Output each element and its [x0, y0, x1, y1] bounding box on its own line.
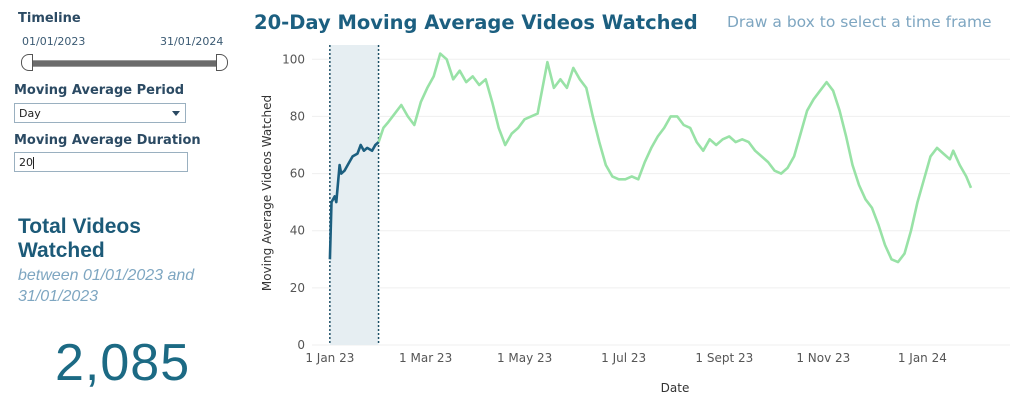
x-tick-label: 1 May 23 — [497, 351, 552, 365]
x-tick-labels: 1 Jan 23 1 Mar 23 1 May 23 1 Jul 23 1 Sept 2… — [305, 351, 947, 365]
period-select[interactable]: Day — [14, 103, 186, 123]
timeline-slider-fill — [27, 61, 222, 66]
chevron-down-icon — [172, 111, 180, 116]
timeline-start-date: 01/01/2023 — [22, 35, 86, 48]
timeline-label: Timeline — [18, 11, 81, 26]
y-tick-label: 40 — [290, 224, 305, 238]
period-label: Moving Average Period — [14, 83, 185, 98]
selection-hint: Draw a box to select a time frame — [727, 13, 992, 31]
total-title: Total Videos Watched — [18, 215, 141, 262]
x-tick-label: 1 Jan 23 — [305, 351, 354, 365]
x-tick-label: 1 Jan 24 — [898, 351, 947, 365]
series-line-unselected — [377, 52, 973, 264]
x-tick-label: 1 Mar 23 — [399, 351, 452, 365]
timeline-start-handle[interactable] — [21, 54, 33, 71]
y-tick-labels: 0 20 40 60 80 100 — [282, 52, 305, 352]
grid-lines — [312, 58, 1010, 346]
total-value: 2,085 — [55, 334, 191, 392]
y-tick-label: 80 — [290, 109, 305, 123]
x-tick-label: 1 Sept 23 — [695, 351, 753, 365]
x-tick-label: 1 Nov 23 — [796, 351, 850, 365]
text-cursor — [33, 157, 34, 169]
y-axis-label: Moving Average Videos Watched — [260, 95, 274, 291]
series-line-selected — [328, 141, 380, 260]
x-axis-label: Date — [661, 381, 690, 395]
series-lines — [328, 52, 973, 264]
total-subtitle: between 01/01/2023 and 31/01/2023 — [18, 267, 195, 305]
period-select-value: Day — [19, 107, 41, 120]
x-tick-label: 1 Jul 23 — [601, 351, 646, 365]
y-tick-label: 100 — [282, 52, 305, 66]
duration-label: Moving Average Duration — [14, 133, 201, 148]
timeline-end-date: 31/01/2024 — [160, 35, 224, 48]
duration-input-value: 20 — [19, 156, 33, 169]
y-tick-label: 60 — [290, 167, 305, 181]
y-tick-label: 20 — [290, 281, 305, 295]
chart-title: 20-Day Moving Average Videos Watched — [254, 11, 698, 34]
y-tick-label: 0 — [297, 338, 305, 352]
timeline-end-handle[interactable] — [216, 54, 228, 71]
duration-input[interactable]: 20 — [14, 152, 188, 172]
